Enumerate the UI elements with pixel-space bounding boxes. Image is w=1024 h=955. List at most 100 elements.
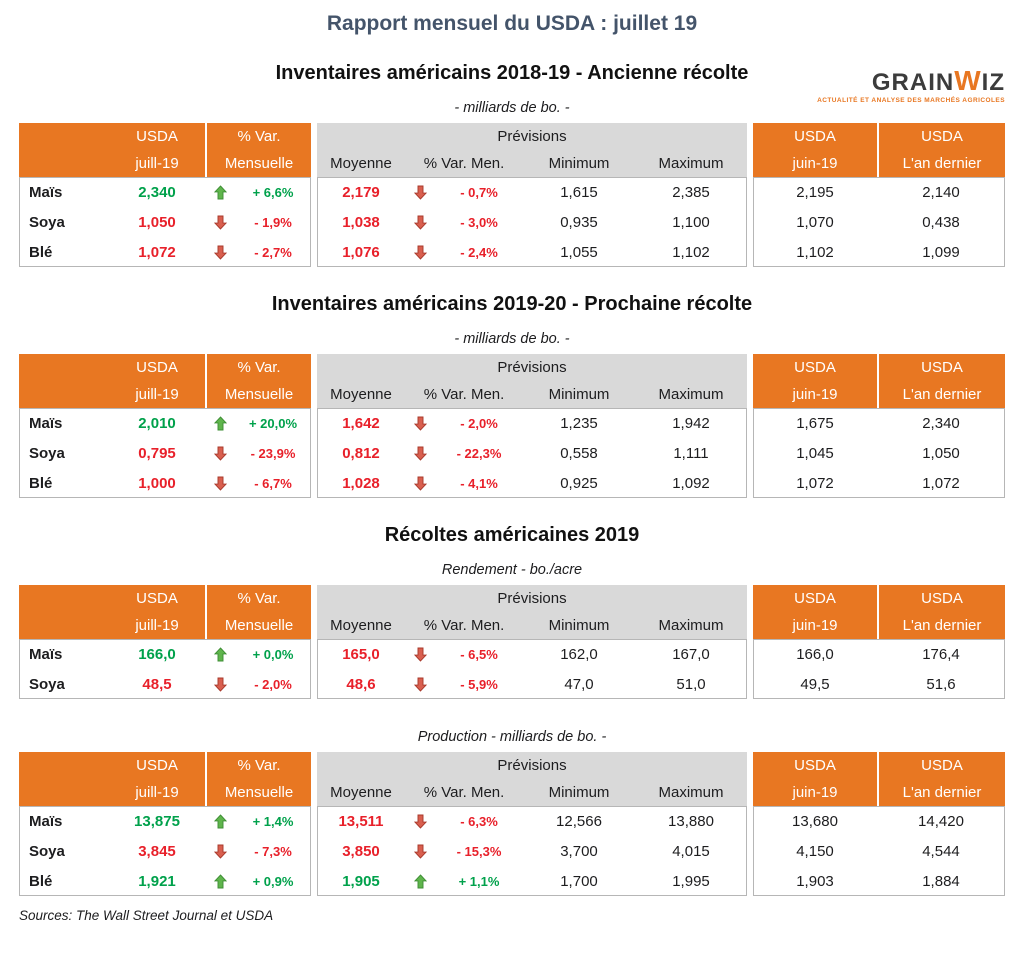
trend-arrow-cell xyxy=(205,669,235,699)
prevision-var-cell: - 6,5% xyxy=(435,639,523,669)
maximum-value: 1,092 xyxy=(672,474,710,492)
maximum-value: 1,100 xyxy=(672,213,710,231)
header-usda: USDA xyxy=(794,757,836,774)
usda-value: 2,010 xyxy=(138,414,176,432)
prevision-var-value: - 3,0% xyxy=(460,214,498,230)
header-usda: USDA xyxy=(794,359,836,376)
juin-value: 1,675 xyxy=(796,414,834,432)
trend-arrow-cell xyxy=(205,806,235,836)
header-corner xyxy=(19,150,109,177)
row-label: Blé xyxy=(29,474,53,492)
monthly-var-cell: - 23,9% xyxy=(235,438,311,468)
usda-history-block: USDA USDA juin-19 L'an dernier 1,675 2,3… xyxy=(753,354,1005,498)
header-last-year: L'an dernier xyxy=(877,381,1005,408)
header-last-year: L'an dernier xyxy=(877,150,1005,177)
header-mensuelle: Mensuelle xyxy=(205,779,311,806)
header-mensuelle: Mensuelle xyxy=(205,612,311,639)
moyenne-value: 3,850 xyxy=(342,842,380,860)
trend-arrow-icon xyxy=(213,844,227,859)
last-year-value: 0,438 xyxy=(922,213,960,231)
header-last-year: L'an dernier xyxy=(877,612,1005,639)
header-usda: USDA xyxy=(136,359,178,376)
trend-arrow-cell xyxy=(205,408,235,438)
juin-value: 166,0 xyxy=(796,645,834,663)
header-juill-19: juill-19 xyxy=(135,617,179,634)
monthly-var-value: - 7,3% xyxy=(254,843,292,859)
last-year-value: 176,4 xyxy=(922,645,960,663)
row-label: Soya xyxy=(29,842,65,860)
usda-month-block: USDA % Var. juill-19 Mensuelle Maïs 2,01… xyxy=(19,354,311,498)
juin-value: 1,102 xyxy=(796,243,834,261)
usda-value-cell: 13,875 xyxy=(109,806,205,836)
header-right: USDA USDA juin-19 L'an dernier xyxy=(753,752,1005,806)
prevision-arrow-cell xyxy=(405,438,435,468)
monthly-var-cell: + 1,4% xyxy=(235,806,311,836)
header-left: USDA % Var. juill-19 Mensuelle xyxy=(19,123,311,177)
maximum-value: 4,015 xyxy=(672,842,710,860)
prevision-var-value: - 5,9% xyxy=(460,676,498,692)
last-year-value: 1,072 xyxy=(922,474,960,492)
header-pct-var-men: % Var. Men. xyxy=(423,784,505,801)
header-maximum: Maximum xyxy=(658,617,724,634)
monthly-var-cell: - 6,7% xyxy=(235,468,311,498)
logo-w-leaf-icon: W xyxy=(954,65,982,96)
previsions-block: Prévisions Moyenne % Var. Men. Minimum M… xyxy=(317,585,747,699)
usda-value: 13,875 xyxy=(134,812,180,830)
moyenne-cell: 1,905 xyxy=(317,866,405,896)
header-right: USDA USDA juin-19 L'an dernier xyxy=(753,123,1005,177)
data-table: USDA % Var. juill-19 Mensuelle Maïs 2,01… xyxy=(19,354,1005,498)
usda-value: 0,795 xyxy=(138,444,176,462)
maximum-value: 1,102 xyxy=(672,243,710,261)
monthly-var-cell: + 0,9% xyxy=(235,866,311,896)
juin-value: 4,150 xyxy=(796,842,834,860)
usda-value-cell: 0,795 xyxy=(109,438,205,468)
usda-history-block: USDA USDA juin-19 L'an dernier 2,195 2,1… xyxy=(753,123,1005,267)
prevision-var-cell: - 22,3% xyxy=(435,438,523,468)
section-production: Production - milliards de bo. - USDA % V… xyxy=(19,729,1005,896)
usda-value: 2,340 xyxy=(138,183,176,201)
table-body-left: Maïs 166,0 + 0,0% Soya 48,5 - 2,0% xyxy=(19,639,311,699)
section-subtitle: Rendement - bo./acre xyxy=(441,562,583,578)
monthly-var-cell: - 1,9% xyxy=(235,207,311,237)
header-moyenne: Moyenne xyxy=(330,386,392,403)
row-label: Maïs xyxy=(29,414,63,432)
header-previsions-group: Prévisions Moyenne % Var. Men. Minimum M… xyxy=(317,123,747,177)
prevision-var-value: - 2,0% xyxy=(460,415,498,431)
juin-value: 1,903 xyxy=(796,872,834,890)
header-moyenne: Moyenne xyxy=(330,155,392,172)
logo-grain-text: GRAIN xyxy=(871,69,955,96)
last-year-value: 1,099 xyxy=(922,243,960,261)
monthly-var-cell: - 2,0% xyxy=(235,669,311,699)
header-minimum: Minimum xyxy=(548,784,610,801)
header-corner xyxy=(19,381,109,408)
moyenne-cell: 1,642 xyxy=(317,408,405,438)
maximum-value: 51,0 xyxy=(676,675,706,693)
section-subtitle: - milliards de bo. - xyxy=(454,100,570,116)
table-body-previsions: 2,179 - 0,7% 1,615 2,385 1,038 - 3,0% 0,… xyxy=(317,177,747,267)
prevision-arrow-cell xyxy=(405,639,435,669)
table-body-left: Maïs 13,875 + 1,4% Soya 3,845 - 7,3% Blé… xyxy=(19,806,311,896)
header-previsions-group: Prévisions Moyenne % Var. Men. Minimum M… xyxy=(317,354,747,408)
table-body-left: Maïs 2,340 + 6,6% Soya 1,050 - 1,9% Blé … xyxy=(19,177,311,267)
trend-arrow-cell xyxy=(205,468,235,498)
monthly-var-value: - 2,0% xyxy=(254,676,292,692)
prevision-arrow-icon xyxy=(413,416,427,431)
previsions-block: Prévisions Moyenne % Var. Men. Minimum M… xyxy=(317,752,747,896)
prevision-arrow-icon xyxy=(413,245,427,260)
header-last-year: L'an dernier xyxy=(877,779,1005,806)
row-label: Soya xyxy=(29,213,65,231)
moyenne-value: 1,905 xyxy=(342,872,380,890)
minimum-value: 1,055 xyxy=(560,243,598,261)
header-pct-var: % Var. xyxy=(205,585,311,612)
usda-value: 166,0 xyxy=(138,645,176,663)
usda-value-cell: 2,340 xyxy=(109,177,205,207)
prevision-var-value: - 4,1% xyxy=(460,475,498,491)
table-body-right: 13,680 14,420 4,150 4,544 1,903 1,884 xyxy=(753,806,1005,896)
header-corner xyxy=(19,585,109,612)
header-usda: USDA xyxy=(136,128,178,145)
moyenne-value: 1,028 xyxy=(342,474,380,492)
trend-arrow-icon xyxy=(213,813,227,828)
data-table: USDA % Var. juill-19 Mensuelle Maïs 13,8… xyxy=(19,752,1005,896)
header-previsions: Prévisions xyxy=(497,128,567,145)
trend-arrow-icon xyxy=(213,646,227,661)
